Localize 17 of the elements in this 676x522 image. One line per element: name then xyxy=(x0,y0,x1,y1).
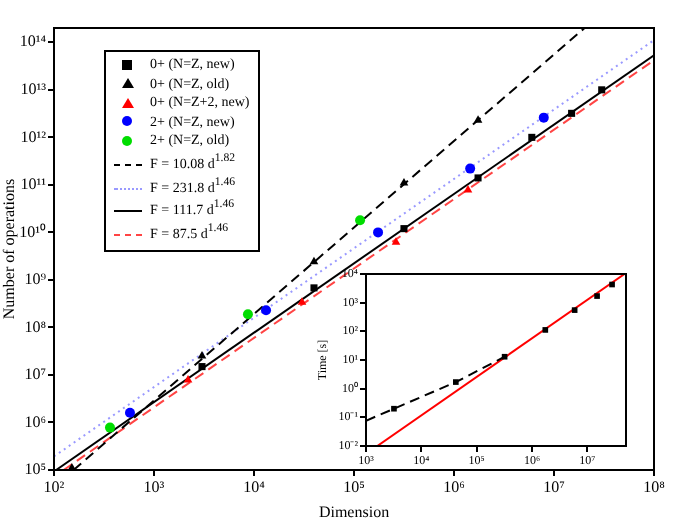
y-tick-label: 10⁷ xyxy=(24,365,47,384)
x-tick-label: 10² xyxy=(43,477,66,496)
y-tick-label: 10¹⁴ xyxy=(19,32,47,51)
x-tick-label: 10⁸ xyxy=(643,477,666,496)
y-tick-label: 10¹² xyxy=(20,127,48,146)
y-tick-label: 10¹⁰ xyxy=(19,222,46,241)
x-tick-label: 10⁷ xyxy=(543,477,566,496)
y-tick-label: 10⁶ xyxy=(24,412,47,431)
y-tick-label: 10⁹ xyxy=(24,270,47,289)
x-tick-label: 10⁶ xyxy=(443,477,466,496)
y-axis-title: Number of operations xyxy=(0,178,18,320)
x-axis-title: Dimension xyxy=(318,502,390,521)
y-tick-label: 10¹¹ xyxy=(20,175,48,194)
x-tick-label: 10³ xyxy=(143,477,166,496)
y-tick-label: 10⁸ xyxy=(24,317,47,336)
x-tick-label: 10⁴ xyxy=(243,477,266,496)
y-tick-label: 10¹³ xyxy=(20,80,48,99)
